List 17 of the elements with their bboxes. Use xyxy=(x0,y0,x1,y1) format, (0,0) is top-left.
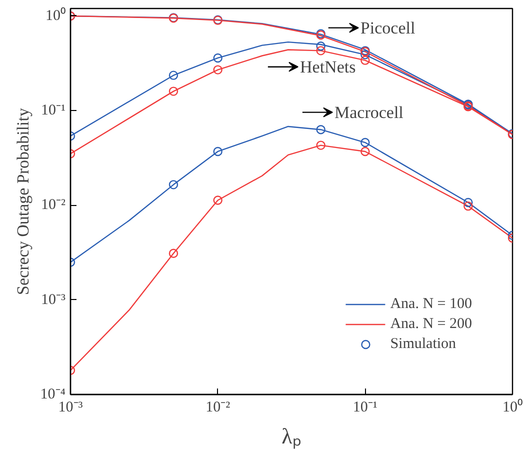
annotation: Macrocell xyxy=(334,102,404,122)
annotation: HetNets xyxy=(300,57,356,76)
legend-label: Ana. N = 200 xyxy=(390,316,472,332)
y-tick-label: 10⁰ xyxy=(46,6,66,24)
legend-label: Simulation xyxy=(390,336,456,352)
x-tick-label: 10⁰ xyxy=(502,398,522,416)
x-tick-label: 10⁻¹ xyxy=(352,400,378,416)
y-tick-label: 10⁻² xyxy=(41,197,66,214)
x-axis-title: λₚ xyxy=(282,424,302,450)
annotation: Picocell xyxy=(360,18,416,38)
y-axis-title: Secrecy Outage Probability xyxy=(13,108,32,295)
y-tick-label: 10⁻⁴ xyxy=(40,386,66,402)
y-tick-label: 10⁻¹ xyxy=(41,102,66,119)
y-tick-label: 10⁻³ xyxy=(41,292,66,308)
x-tick-label: 10⁻³ xyxy=(58,400,84,416)
x-tick-label: 10⁻² xyxy=(206,400,231,416)
legend-label: Ana. N = 100 xyxy=(390,296,472,312)
